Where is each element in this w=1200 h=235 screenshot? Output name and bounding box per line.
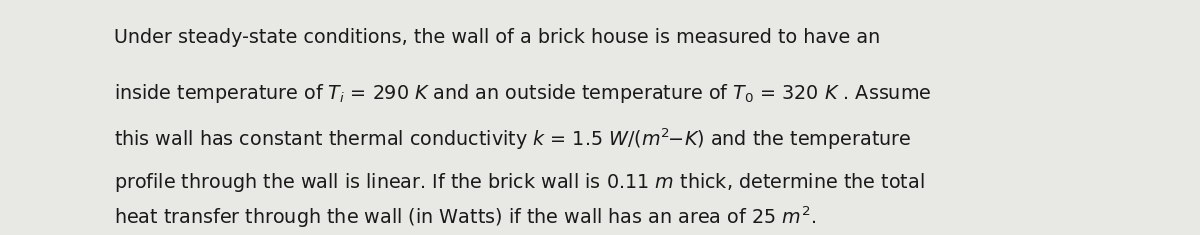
Text: Under steady-state conditions, the wall of a brick house is measured to have an: Under steady-state conditions, the wall …: [114, 28, 881, 47]
Text: inside temperature of $T_i$ = 290 $K$ and an outside temperature of $T_0$ = 320 : inside temperature of $T_i$ = 290 $K$ an…: [114, 82, 931, 105]
Text: profile through the wall is linear. If the brick wall is $0.11\ m$ thick, determ: profile through the wall is linear. If t…: [114, 171, 924, 194]
Text: this wall has constant thermal conductivity $k$ = $1.5\ W/(m^2\!\!-\!K)$ and the: this wall has constant thermal conductiv…: [114, 126, 911, 152]
Text: heat transfer through the wall (in Watts) if the wall has an area of $25\ m^2$.: heat transfer through the wall (in Watts…: [114, 205, 816, 230]
